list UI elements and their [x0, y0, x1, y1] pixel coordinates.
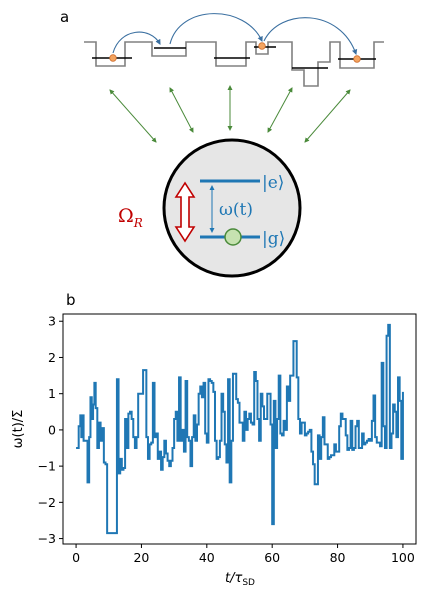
y-tick-label: −3	[38, 531, 56, 546]
hop-arrow	[169, 13, 263, 45]
axes-frame	[62, 313, 417, 545]
y-tick-label: −1	[38, 459, 56, 474]
ground-state-label: |g⟩	[262, 229, 285, 249]
panel-a: a	[60, 8, 384, 278]
panel-a-label: a	[60, 8, 69, 26]
x-tick-label: 60	[264, 550, 280, 565]
chart: 0 20 40 60 80 100 −3 −2 −1 0 1 2 3 t/τSD ω(t)/Σ	[11, 313, 417, 588]
x-tick-label: 100	[391, 550, 415, 565]
rabi-drive-arrow	[174, 181, 196, 243]
rabi-label: ΩR	[118, 205, 143, 230]
excited-state-label: |e⟩	[262, 173, 284, 193]
coupling-arrow	[169, 87, 194, 133]
hopping-arrows	[112, 13, 358, 56]
panel-b-label: b	[66, 291, 76, 309]
y-tick-label: 0	[48, 422, 56, 437]
coupling-arrow	[267, 87, 293, 133]
coupling-arrow	[304, 89, 351, 143]
x-axis-label: t/τSD	[225, 571, 255, 588]
occupied-site-dot	[109, 54, 117, 62]
coupling-arrows	[109, 85, 351, 143]
x-tick-label: 20	[133, 550, 149, 565]
panel-b: b 0 20 40 60 80 100 −3 −2 −1 0 1 2 3 t/τSD ω(t)/Σ	[11, 291, 417, 588]
frequency-label: ω(t)	[219, 200, 253, 220]
y-tick-label: 2	[48, 350, 56, 365]
occupied-site-dot	[353, 55, 361, 63]
qubit-circle	[162, 138, 302, 278]
series-line	[76, 323, 404, 535]
x-tick-label: 40	[199, 550, 215, 565]
hop-arrow	[112, 31, 161, 54]
occupied-site-dot	[258, 42, 266, 50]
y-tick-label: 1	[48, 386, 56, 401]
coupling-arrow	[109, 89, 157, 143]
site-levels	[92, 46, 376, 69]
y-tick-label: −2	[38, 495, 56, 510]
x-tick-label: 0	[72, 550, 80, 565]
y-axis-label: ω(t)/Σ	[11, 410, 26, 449]
ground-state-dot	[224, 228, 242, 246]
hop-arrow	[263, 17, 358, 56]
x-tick-label: 80	[330, 550, 346, 565]
energy-landscape	[84, 41, 384, 87]
y-tick-label: 3	[48, 314, 56, 329]
x-axis-ticks: 0 20 40 60 80 100	[72, 544, 415, 565]
y-axis-ticks: −3 −2 −1 0 1 2 3	[38, 314, 63, 546]
